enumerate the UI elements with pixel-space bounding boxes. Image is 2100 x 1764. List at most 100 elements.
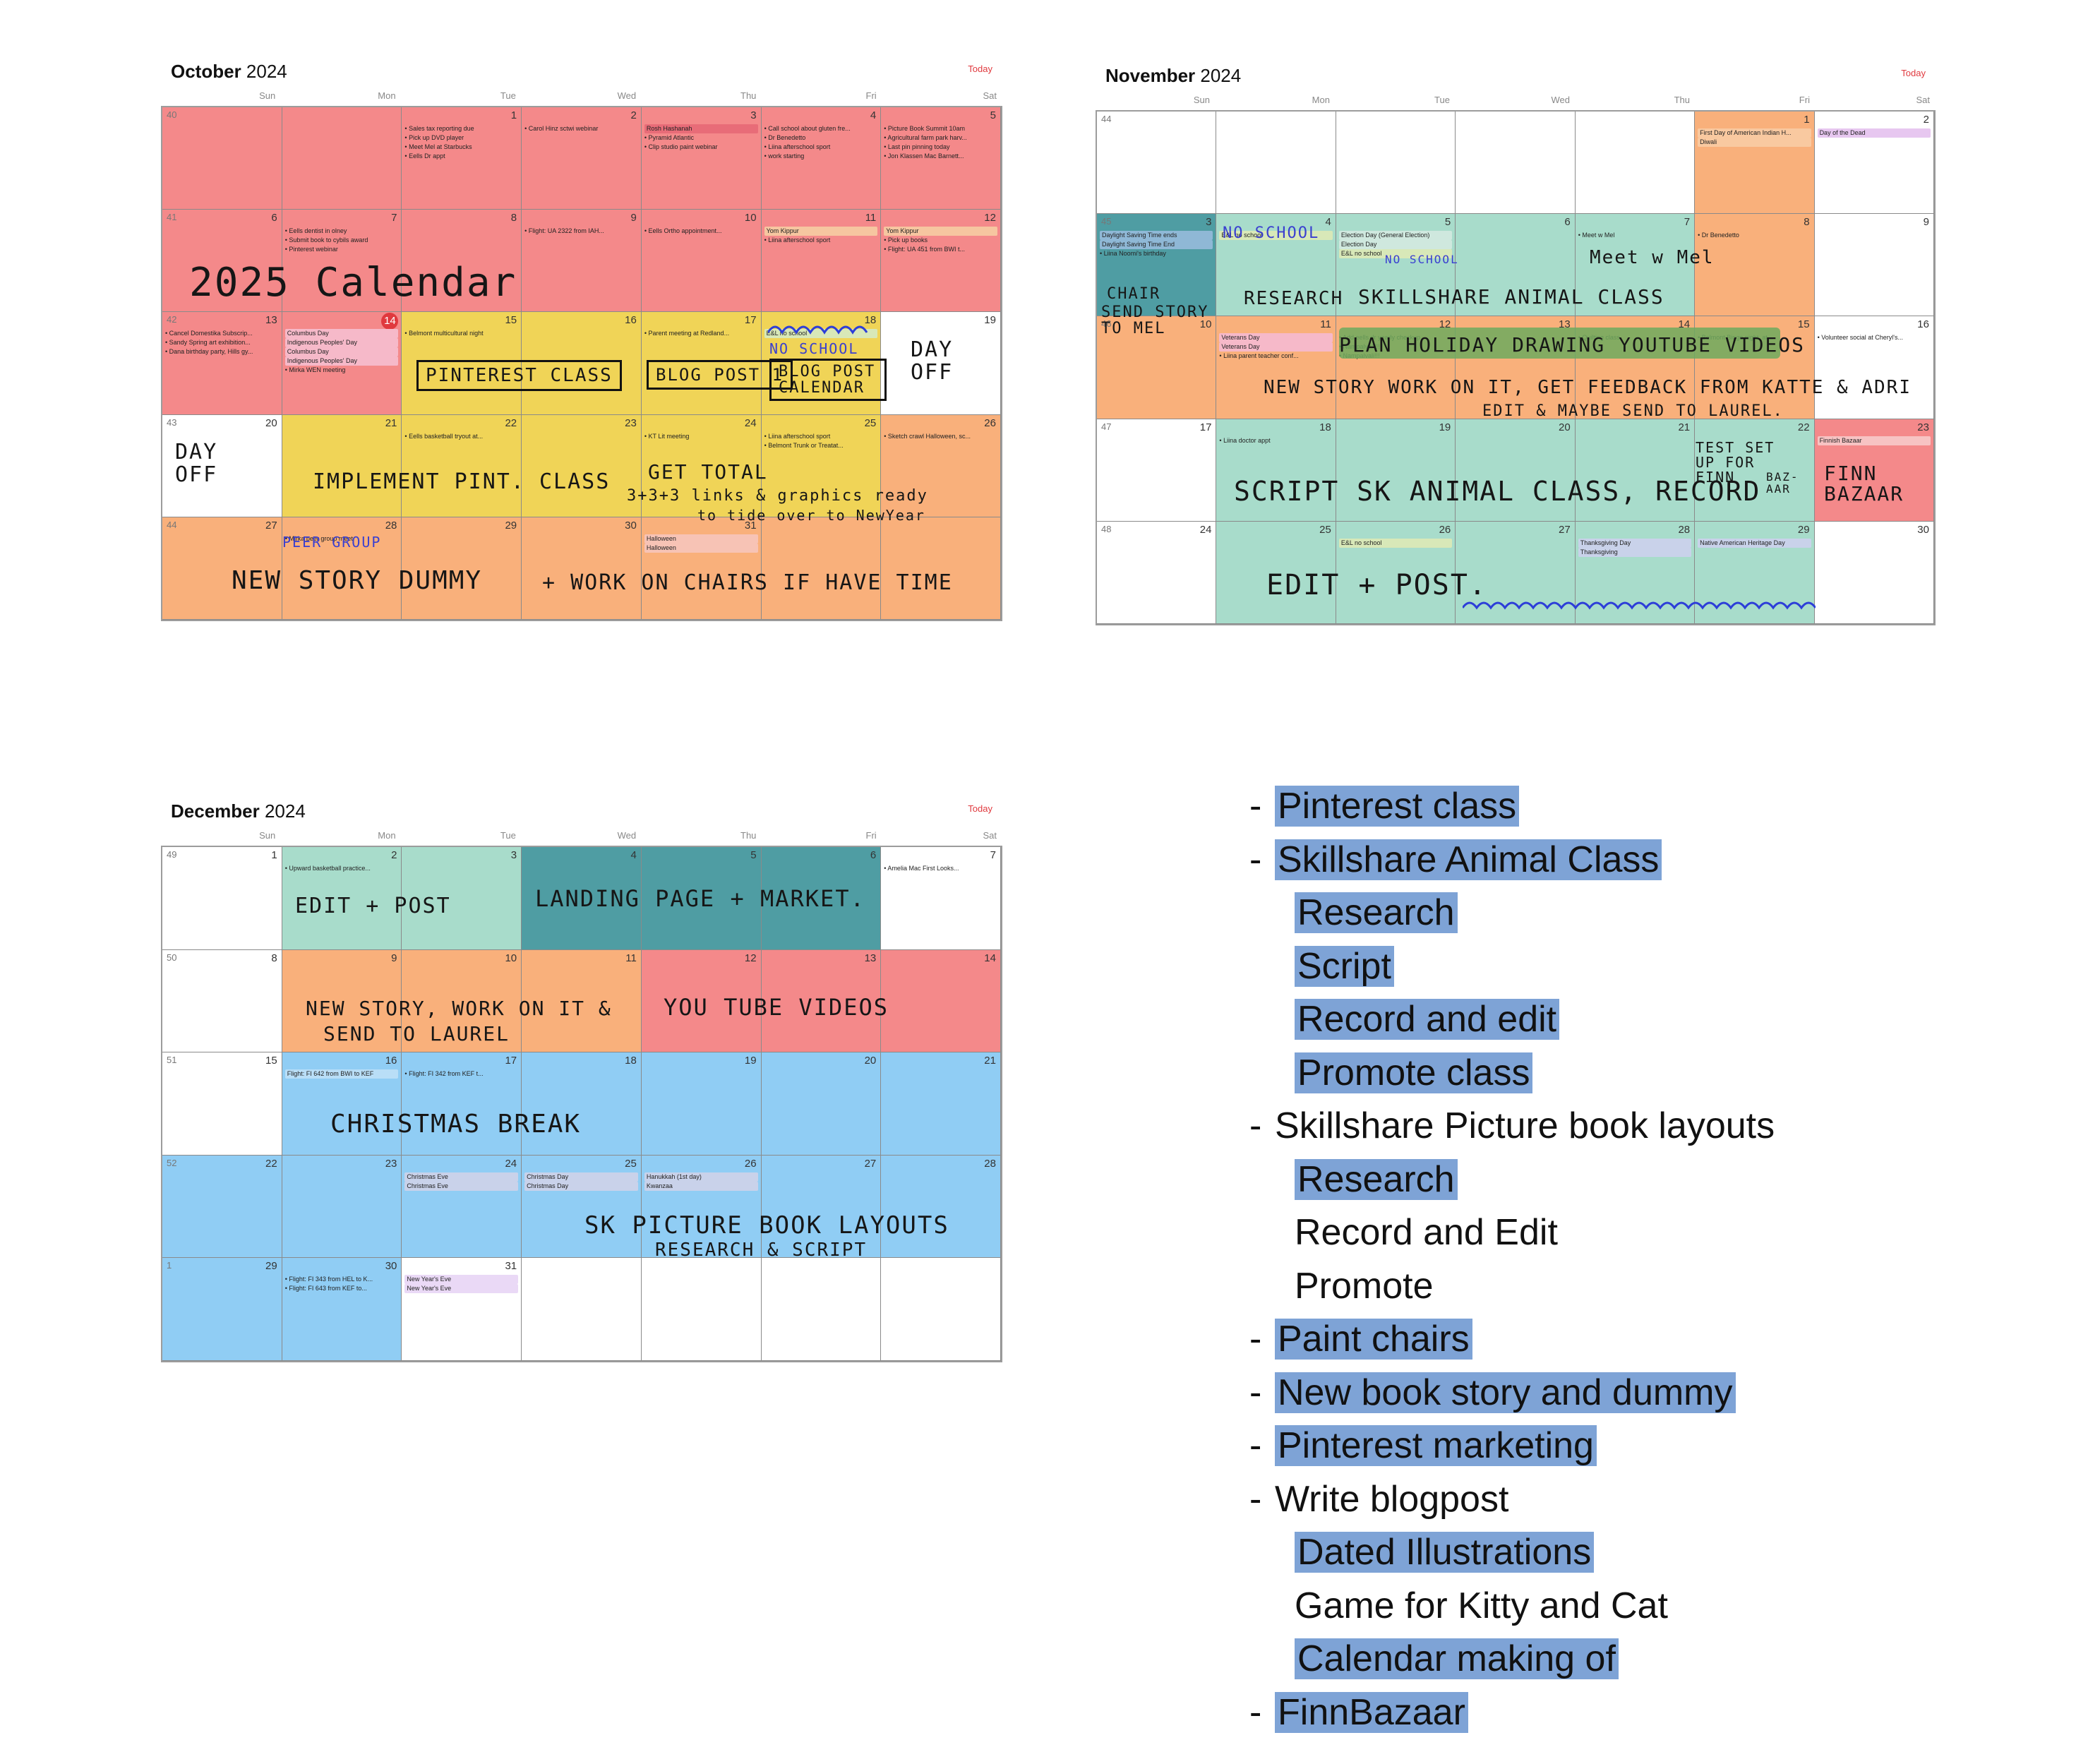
day-cell[interactable]: 27 (1456, 521, 1576, 624)
calendar-event[interactable]: • Eells Dr appt (404, 152, 445, 160)
day-cell[interactable]: 2 • Carol Hinz sctwi webinar (522, 107, 642, 210)
day-cell[interactable]: 21 (881, 1052, 1001, 1156)
calendar-event[interactable]: Rosh Hashanah (644, 124, 758, 133)
day-cell[interactable]: 24 • KT Lit meeting (641, 414, 762, 517)
calendar-event[interactable]: E&L no school (1338, 249, 1453, 259)
day-cell[interactable]: 45 3 Daylight Saving Time ends Daylight Sav… (1097, 214, 1217, 317)
day-cell[interactable] (1336, 112, 1456, 215)
calendar-event[interactable]: Flight: FI 642 from BWI to KEF (284, 1069, 399, 1079)
calendar-event[interactable]: • Pyramid Atlantic (644, 134, 695, 141)
calendar-event[interactable]: • Liina afterschool sport (764, 236, 831, 244)
day-cell[interactable]: 8 (402, 210, 522, 313)
calendar-event[interactable]: • Sales tax reporting due (404, 125, 474, 132)
calendar-event[interactable]: • Eells dentist in olney (284, 227, 347, 235)
day-cell[interactable]: 28 • Mirka peer group meet (282, 517, 402, 620)
calendar-event[interactable]: • Picture Book Summit 10am (884, 125, 965, 132)
calendar-event[interactable]: New Year's Eve (404, 1284, 519, 1294)
day-cell[interactable]: 25 • Liina afterschool sport • Belmont Tru… (761, 414, 882, 517)
day-cell[interactable]: 23 (282, 1155, 402, 1259)
day-cell[interactable]: 2 • Upward basketball practice... (282, 847, 402, 950)
day-cell[interactable]: 10 • Eells Ortho appointment... (641, 210, 762, 313)
calendar-event[interactable]: • Liina parent teacher conf... (1219, 352, 1299, 360)
calendar-event[interactable]: • Pinterest webinar (284, 246, 338, 253)
calendar-event[interactable]: • work starting (764, 152, 805, 160)
calendar-event[interactable]: E&L no school (1338, 538, 1453, 548)
day-cell[interactable]: 16 Flight: FI 642 from BWI to KEF (282, 1052, 402, 1156)
calendar-event[interactable]: • Meet Mel at Starbucks (404, 143, 472, 150)
day-cell[interactable]: 11 Veterans Day Veterans Day • Liina parent… (1216, 316, 1336, 419)
day-cell[interactable]: 9 (282, 949, 402, 1053)
calendar-event[interactable]: • Dana birthday party, Hills gy... (165, 348, 253, 356)
calendar-event[interactable]: Indigenous Peoples' Day (284, 338, 399, 348)
day-cell[interactable]: 31 Halloween Halloween (641, 517, 762, 620)
calendar-event[interactable]: Christmas Eve (404, 1172, 519, 1182)
day-cell[interactable]: 30 (522, 517, 642, 620)
calendar-event[interactable]: Columbus Day (284, 347, 399, 357)
day-cell[interactable]: 18 • Liina doctor appt (1216, 419, 1336, 522)
day-cell[interactable]: 6 (761, 847, 882, 950)
calendar-event[interactable]: • Agricultural farm park harv... (884, 134, 967, 141)
day-cell[interactable] (1456, 112, 1576, 215)
day-cell[interactable]: 11 Yom Kippur • Liina afterschool sport (761, 210, 882, 313)
day-cell[interactable]: 2 Day of the Dead (1814, 112, 1934, 215)
calendar-event[interactable]: • Liina Noomi's birthday (1100, 250, 1166, 258)
calendar-event[interactable]: • Submit book to cybils award (284, 236, 368, 244)
day-cell[interactable]: 23 Finnish Bazaar (1814, 419, 1934, 522)
day-cell[interactable]: 52 22 (162, 1155, 282, 1259)
calendar-event[interactable]: • Flight: FI 643 from KEF to... (284, 1285, 367, 1292)
day-cell[interactable]: 30 • Flight: FI 343 from HEL to K... • Fli… (282, 1258, 402, 1361)
day-cell[interactable]: 25 (1216, 521, 1336, 624)
calendar-event[interactable]: Diwali (1698, 138, 1811, 147)
calendar-event[interactable]: Kwanzaa (644, 1181, 758, 1191)
day-cell[interactable]: 28 (881, 1155, 1001, 1259)
calendar-event[interactable]: • Mirka peer group meet (284, 534, 353, 542)
day-cell[interactable]: 50 8 (162, 949, 282, 1053)
day-cell[interactable]: 18 (522, 1052, 642, 1156)
day-cell[interactable]: 21 (1575, 419, 1696, 522)
day-cell[interactable]: 3 Rosh Hashanah • Pyramid Atlantic • Clip s… (641, 107, 762, 210)
calendar-event[interactable]: • Jon Klassen Mac Barnett... (884, 152, 964, 160)
calendar-event[interactable]: • Flight: FI 343 from HEL to K... (284, 1276, 373, 1283)
calendar-event[interactable]: Halloween (644, 534, 758, 544)
day-cell[interactable]: 17 • Flight: FI 342 from KEF t... (402, 1052, 522, 1156)
calendar-event[interactable]: Hanukkah (1st day) (644, 1172, 758, 1182)
calendar-event[interactable]: • Liina afterschool sport (764, 432, 831, 440)
calendar-event[interactable]: Daylight Saving Time End (1100, 240, 1213, 250)
calendar-event[interactable]: Columbus Day (284, 329, 399, 339)
calendar-event[interactable]: Election Day (1338, 240, 1453, 250)
day-cell[interactable]: 46 10 (1097, 316, 1217, 419)
calendar-event[interactable]: • Liina doctor appt (1219, 436, 1271, 444)
today-button[interactable]: Today (1901, 68, 1926, 78)
day-cell[interactable]: 17 • Parent meeting at Redland... (641, 312, 762, 415)
calendar-event[interactable]: • Dr Benedetto (1698, 232, 1739, 239)
calendar-event[interactable]: • Dr Benedetto (764, 134, 806, 141)
day-cell[interactable]: 19 (641, 1052, 762, 1156)
calendar-event[interactable]: • Sandy Spring art exhibition... (165, 339, 251, 347)
day-cell[interactable]: 5 (641, 847, 762, 950)
day-cell[interactable]: 7 • Amelia Mac First Looks... (881, 847, 1001, 950)
calendar-event[interactable]: Veterans Day (1219, 342, 1333, 352)
calendar-event[interactable]: Yom Kippur (764, 227, 878, 236)
calendar-event[interactable]: Finnish Bazaar (1817, 436, 1931, 445)
calendar-event[interactable]: New Year's Eve (404, 1275, 519, 1285)
day-cell[interactable]: 20 (761, 1052, 882, 1156)
day-cell[interactable]: 5 Election Day (General Election) Election… (1336, 214, 1456, 317)
day-cell[interactable]: 41 6 (162, 210, 282, 313)
calendar-event[interactable]: • Eells Ortho appointment... (644, 227, 722, 235)
day-cell[interactable]: 27 (761, 1155, 882, 1259)
day-cell[interactable]: 20 (1456, 419, 1576, 522)
day-cell[interactable]: 16 • Volunteer social at Cheryl's... (1814, 316, 1934, 419)
calendar-event[interactable]: Veterans Day (1219, 333, 1333, 343)
calendar-event[interactable]: • Cancel Domestika Subscrip... (165, 330, 253, 337)
day-cell[interactable]: 19 (881, 312, 1001, 415)
day-cell[interactable]: 14 (881, 949, 1001, 1053)
day-cell[interactable]: 14 Columbus Day Indigenous Peoples' Day Col… (282, 312, 402, 415)
day-cell[interactable]: 12 (641, 949, 762, 1053)
day-cell[interactable]: 21 (282, 414, 402, 517)
day-cell[interactable]: 48 24 (1097, 521, 1217, 624)
calendar-event[interactable]: • Liina afterschool sport (764, 143, 831, 150)
day-cell[interactable]: 6 (1456, 214, 1576, 317)
calendar-event[interactable]: Christmas Day (524, 1181, 638, 1191)
calendar-event[interactable]: Thanksgiving Day (1578, 538, 1692, 548)
calendar-event[interactable]: Christmas Day (524, 1172, 638, 1182)
